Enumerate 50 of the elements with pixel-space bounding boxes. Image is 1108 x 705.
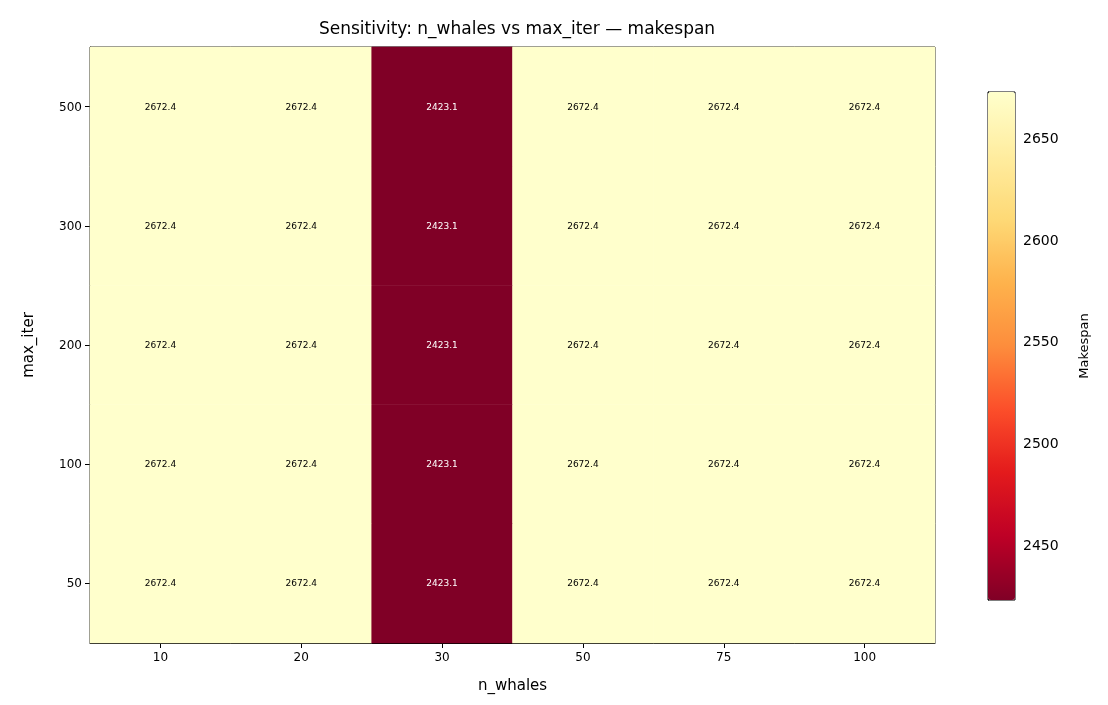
chart-title: Sensitivity: n_whales vs max_iter — makespan [318, 17, 716, 39]
data-label: 2672.4 [848, 220, 881, 231]
data-label: 2423.1 [426, 340, 458, 350]
color-bar-label: 2600 [1023, 231, 1059, 248]
data-label: 2672.4 [708, 459, 740, 470]
x-tick-label: 10 [152, 650, 169, 664]
y-tick-label: 500 [59, 99, 82, 114]
data-label: 2672.4 [144, 578, 177, 589]
data-label: 2423.1 [426, 578, 458, 589]
data-label: 2672.4 [848, 101, 881, 112]
data-label: 2672.4 [848, 459, 881, 470]
x-tick-label: 20 [293, 650, 309, 664]
data-label: 2672.4 [567, 101, 599, 112]
data-label: 2672.4 [708, 578, 740, 589]
data-label: 2423.1 [426, 459, 458, 470]
data-label: 2423.1 [426, 220, 458, 231]
y-tick-label: 50 [66, 576, 82, 591]
data-label: 2672.4 [144, 220, 177, 231]
data-label: 2672.4 [567, 578, 599, 589]
color-bar-label: 2450 [1023, 537, 1059, 554]
data-label: 2672.4 [285, 459, 318, 470]
data-label: 2672.4 [567, 340, 599, 350]
data-label: 2672.4 [567, 459, 599, 470]
x-axis-title: n_whales [477, 675, 548, 695]
y-tick-label: 100 [59, 457, 82, 472]
data-label: 2423.1 [426, 101, 458, 112]
data-label: 2672.4 [848, 340, 881, 350]
data-label: 2672.4 [144, 340, 177, 350]
color-bar-label: 2650 [1023, 129, 1059, 146]
data-label: 2672.4 [567, 220, 599, 231]
x-tick-label: 75 [716, 650, 732, 664]
data-label: 2672.4 [848, 578, 881, 589]
data-label: 2672.4 [708, 220, 740, 231]
y-axis-title: max_iter [18, 311, 38, 378]
data-label: 2672.4 [285, 101, 318, 112]
color-bar-title: Makespan [1076, 313, 1091, 379]
x-tick-label: 30 [434, 650, 450, 664]
data-label: 2672.4 [144, 459, 177, 470]
data-label: 2672.4 [708, 101, 740, 112]
color-bar-label: 2500 [1023, 435, 1059, 452]
data-label: 2672.4 [285, 578, 318, 589]
x-tick-label: 100 [853, 650, 877, 664]
data-label: 2672.4 [708, 340, 740, 350]
data-label: 2672.4 [285, 220, 318, 231]
data-label: 2672.4 [144, 101, 177, 112]
y-tick-label: 300 [59, 218, 82, 233]
x-tick-label: 50 [575, 650, 591, 664]
color-bar-label: 2550 [1023, 333, 1059, 350]
data-label: 2672.4 [285, 340, 318, 350]
y-tick-label: 200 [59, 338, 82, 352]
